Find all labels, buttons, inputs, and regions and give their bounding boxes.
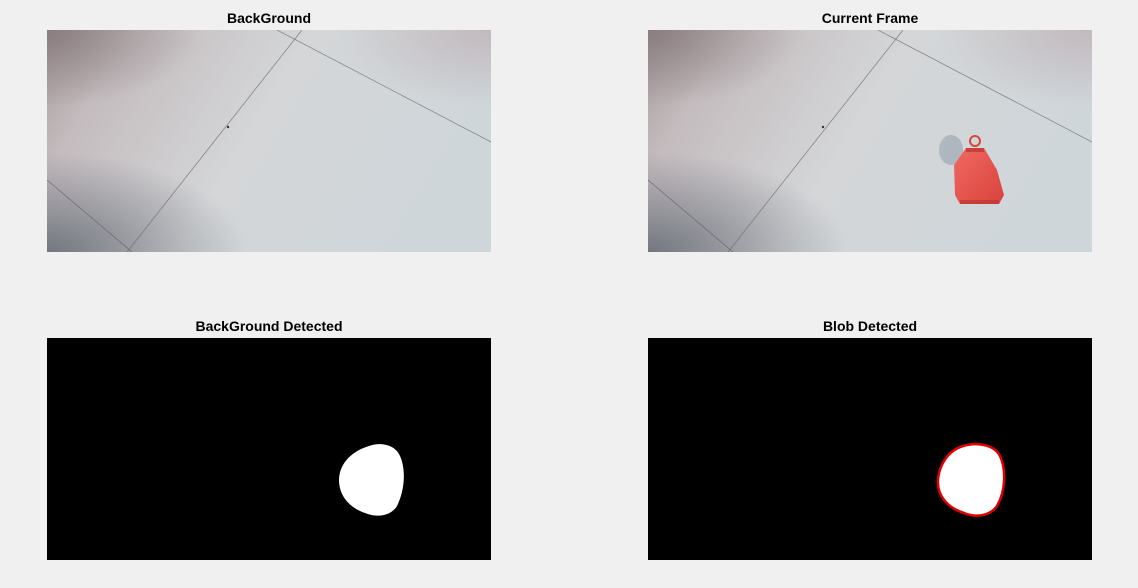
panel-title-background: BackGround [226, 10, 311, 26]
current-frame-image [648, 30, 1092, 252]
axes-blob-detected-mask [648, 338, 1092, 560]
panel-title-background-detected: BackGround Detected [195, 318, 343, 334]
panel-title-current-frame: Current Frame [821, 10, 919, 26]
red-object [939, 135, 1004, 204]
axes-current-frame-image [648, 30, 1092, 252]
panel-title-blob-detected: Blob Detected [822, 318, 918, 334]
axes-background-image [47, 30, 491, 252]
detected-blob [936, 442, 1006, 517]
blob-detected-mask [648, 338, 1092, 560]
axes-background-detected-mask [47, 338, 491, 560]
background-detected-mask [47, 338, 491, 560]
foreground-blob [339, 444, 404, 516]
background-image [47, 30, 491, 252]
